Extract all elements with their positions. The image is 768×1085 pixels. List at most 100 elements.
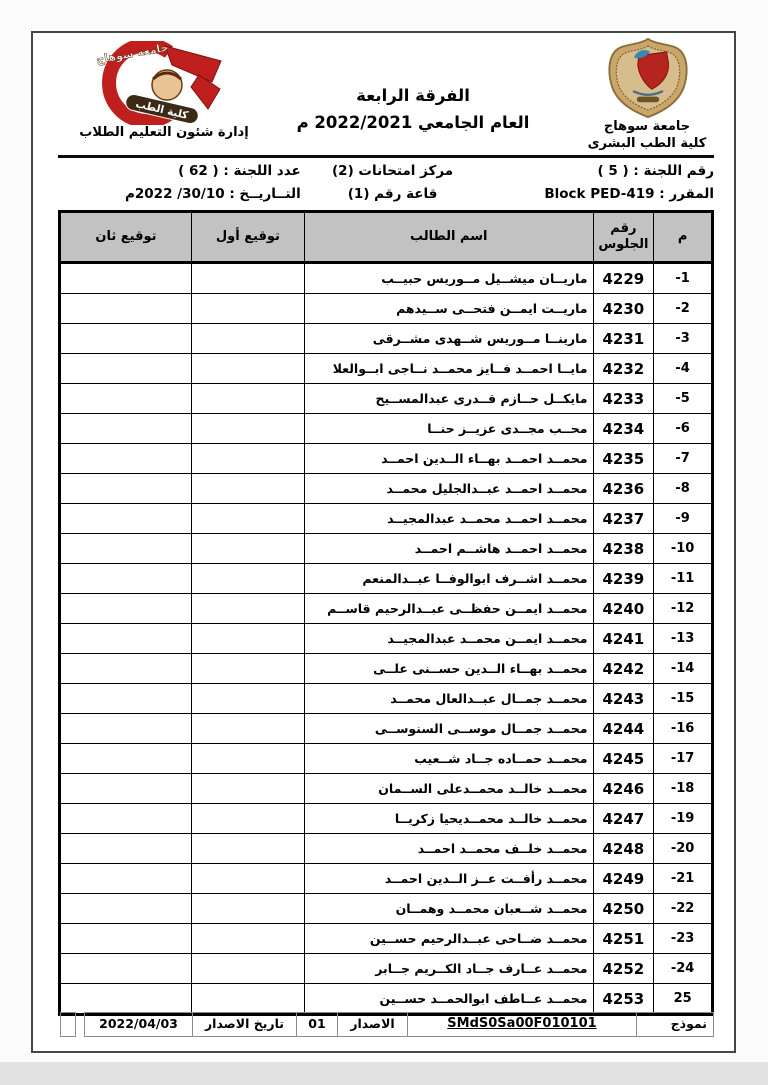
seat-number: 4230 bbox=[592, 293, 655, 324]
seat-number: 4244 bbox=[592, 713, 655, 744]
page-border: جامعة سوهاج كلية الطب إدارة شئون التعليم… bbox=[31, 31, 736, 1053]
first-signature-cell bbox=[190, 833, 305, 864]
student-name: محمــد ضــاحى عبــدالرحيم حســين bbox=[303, 923, 594, 954]
row-index: -14 bbox=[653, 653, 713, 684]
first-signature-cell bbox=[190, 653, 305, 684]
first-signature-cell bbox=[190, 323, 305, 354]
header-divider bbox=[58, 155, 714, 158]
seat-number: 4229 bbox=[592, 262, 655, 294]
student-name: محــب مجــدى عزيــز حنــا bbox=[303, 413, 594, 444]
student-name: ماريــت ايمــن فتحــى ســيدهم bbox=[303, 293, 594, 324]
attendance-table: م رقم الجلوس اسم الطالب توقيع أول توقيع … bbox=[58, 210, 714, 1016]
first-signature-cell bbox=[190, 262, 305, 294]
second-signature-cell bbox=[59, 443, 192, 474]
student-name: محمــد رأفــت عــز الــدين احمــد bbox=[303, 863, 594, 894]
first-signature-cell bbox=[190, 743, 305, 774]
row-index: -6 bbox=[653, 413, 713, 444]
seat-number: 4241 bbox=[592, 623, 655, 654]
first-signature-cell bbox=[190, 683, 305, 714]
second-signature-cell bbox=[59, 533, 192, 564]
seat-number: 4233 bbox=[592, 383, 655, 414]
issue-date: 2022/04/03 bbox=[84, 1012, 192, 1037]
student-name: محمــد جمــال موســى السنوســى bbox=[303, 713, 594, 744]
seat-number: 4232 bbox=[592, 353, 655, 384]
row-index: -3 bbox=[653, 323, 713, 354]
row-index: -9 bbox=[653, 503, 713, 534]
form-number-label: نموذج رقم bbox=[636, 1012, 714, 1037]
hall-number: قاعة رقم (1) bbox=[347, 186, 438, 202]
first-signature-cell bbox=[190, 713, 305, 744]
col-header-name: اسم الطالب bbox=[303, 211, 594, 264]
table-row: -7 4235 محمــد احمــد بهــاء الــدين احمــ… bbox=[59, 443, 713, 474]
committee-count: عدد اللجنة : ( 62 ) bbox=[178, 163, 301, 179]
seat-number: 4250 bbox=[592, 893, 655, 924]
student-name: محمــد خلــف محمــد احمــد bbox=[303, 833, 594, 864]
table-row: -18 4246 محمــد خالــد محمــدعلى الســمان bbox=[59, 773, 713, 804]
grade-title: الفرقة الرابعة bbox=[356, 86, 470, 105]
row-index: -19 bbox=[653, 803, 713, 834]
table-row: -24 4252 محمــد عــارف جــاد الكــريم جــا… bbox=[59, 953, 713, 984]
issue-label: الاصدار bbox=[337, 1012, 407, 1037]
form-footer: نموذج رقم SMdS0Sa00F010101 الاصدار 01 تا… bbox=[84, 1012, 714, 1037]
seat-number: 4252 bbox=[592, 953, 655, 984]
second-signature-cell bbox=[59, 353, 192, 384]
table-row: -20 4248 محمــد خلــف محمــد احمــد bbox=[59, 833, 713, 864]
second-signature-cell bbox=[59, 683, 192, 714]
student-name: محمــد احمــد عبــدالجليل محمــد bbox=[303, 473, 594, 504]
student-name: محمــد جمــال عبــدالعال محمــد bbox=[303, 683, 594, 714]
table-row: -19 4247 محمــد خالــد محمــديحيا زكريــا bbox=[59, 803, 713, 834]
table-row: -11 4239 محمــد اشــرف ابوالوفــا عبــدالم… bbox=[59, 563, 713, 594]
row-index: -13 bbox=[653, 623, 713, 654]
first-signature-cell bbox=[190, 503, 305, 534]
first-signature-cell bbox=[190, 893, 305, 924]
form-code: SMdS0Sa00F010101 bbox=[407, 1012, 636, 1037]
seat-number: 4251 bbox=[592, 923, 655, 954]
seat-number: 4246 bbox=[592, 773, 655, 804]
scan-edge-shadow bbox=[0, 1062, 768, 1085]
first-signature-cell bbox=[190, 863, 305, 894]
row-index: -20 bbox=[653, 833, 713, 864]
second-signature-cell bbox=[59, 893, 192, 924]
student-name: محمــد شــعبان محمــد وهمــان bbox=[303, 893, 594, 924]
student-name: محمــد احمــد محمــد عبدالمجيــد bbox=[303, 503, 594, 534]
table-row: -6 4234 محــب مجــدى عزيــز حنــا bbox=[59, 413, 713, 444]
course-name: المقرر : Block PED-419 bbox=[544, 186, 714, 202]
table-row: -21 4249 محمــد رأفــت عــز الــدين احمــد bbox=[59, 863, 713, 894]
student-name: محمــد خالــد محمــديحيا زكريــا bbox=[303, 803, 594, 834]
second-signature-cell bbox=[59, 923, 192, 954]
second-signature-cell bbox=[59, 713, 192, 744]
info-row-1: رقم اللجنة : ( 5 ) مركز امتحانات (2) عدد… bbox=[58, 160, 714, 183]
committee-number: رقم اللجنة : ( 5 ) bbox=[597, 163, 714, 179]
row-index: -11 bbox=[653, 563, 713, 594]
table-row: -5 4233 مايكــل حــازم قــدرى عبدالمســيح bbox=[59, 383, 713, 414]
second-signature-cell bbox=[59, 863, 192, 894]
first-signature-cell bbox=[190, 593, 305, 624]
second-signature-cell bbox=[59, 623, 192, 654]
student-name: محمــد عــارف جــاد الكــريم جــابر bbox=[303, 953, 594, 984]
second-signature-cell bbox=[59, 953, 192, 984]
row-index: -16 bbox=[653, 713, 713, 744]
table-row: -22 4250 محمــد شــعبان محمــد وهمــان bbox=[59, 893, 713, 924]
faculty-crest-icon: جامعة سوهاج كلية الطب bbox=[69, 38, 239, 128]
seat-number: 4231 bbox=[592, 323, 655, 354]
student-name: ماريــان ميشــيل مــوريس حبيــب bbox=[303, 262, 594, 294]
student-name: محمــد خالــد محمــدعلى الســمان bbox=[303, 773, 594, 804]
seat-number: 4235 bbox=[592, 443, 655, 474]
university-seal-icon bbox=[601, 37, 695, 119]
second-signature-cell bbox=[59, 743, 192, 774]
table-row: -12 4240 محمــد ايمــن حفظــى عبــدالرحيم … bbox=[59, 593, 713, 624]
seat-number: 4239 bbox=[592, 563, 655, 594]
first-signature-cell bbox=[190, 563, 305, 594]
table-row: 25 4253 محمــد عــاطف ابوالحمــد حســين bbox=[59, 983, 713, 1015]
first-signature-cell bbox=[190, 443, 305, 474]
row-index: -5 bbox=[653, 383, 713, 414]
row-index: -2 bbox=[653, 293, 713, 324]
first-signature-cell bbox=[190, 623, 305, 654]
table-row: -2 4230 ماريــت ايمــن فتحــى ســيدهم bbox=[59, 293, 713, 324]
student-name: محمــد عــاطف ابوالحمــد حســين bbox=[303, 983, 594, 1015]
second-signature-cell bbox=[59, 503, 192, 534]
exam-info: رقم اللجنة : ( 5 ) مركز امتحانات (2) عدد… bbox=[58, 160, 714, 206]
seat-number: 4247 bbox=[592, 803, 655, 834]
table-row: -13 4241 محمــد ايمــن محمــد عبدالمجيــد bbox=[59, 623, 713, 654]
table-header-row: م رقم الجلوس اسم الطالب توقيع أول توقيع … bbox=[59, 211, 713, 264]
